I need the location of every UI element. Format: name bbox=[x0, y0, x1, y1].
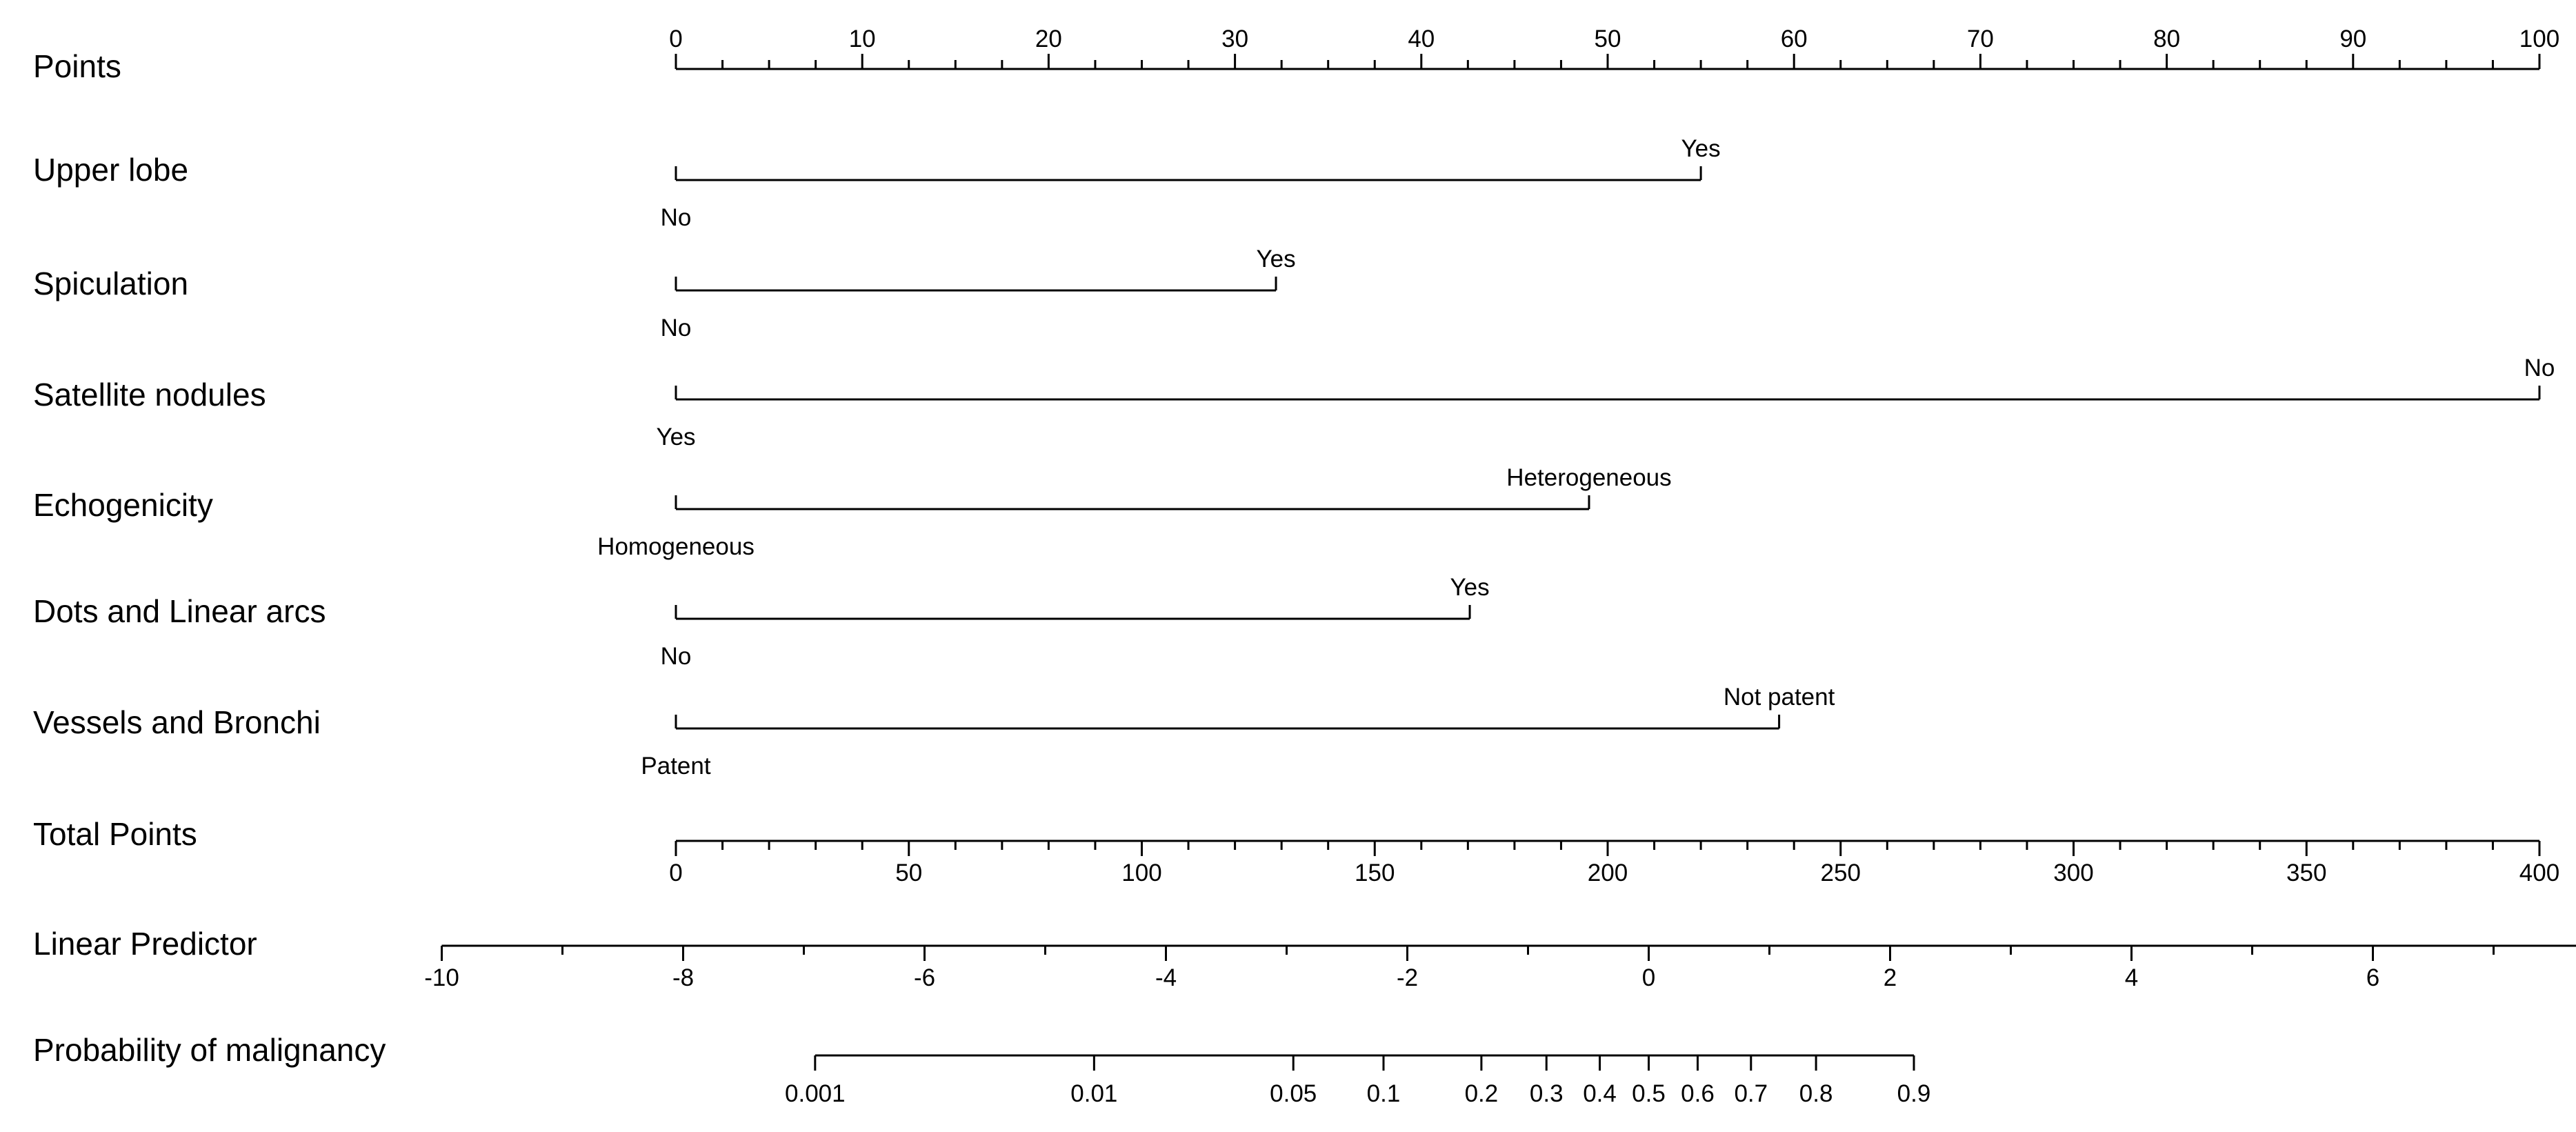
tick-label: -6 bbox=[914, 964, 935, 991]
level-label: No bbox=[2524, 355, 2555, 381]
level-label: Not patent bbox=[1724, 684, 1835, 711]
tick-label: 60 bbox=[1781, 26, 1808, 52]
level-label: Yes bbox=[656, 424, 695, 450]
level-label: No bbox=[661, 643, 692, 670]
probability-tick-label: 0.7 bbox=[1734, 1080, 1768, 1107]
row-label: Points bbox=[33, 48, 121, 84]
tick-label: 0 bbox=[1642, 964, 1655, 991]
probability-tick-label: 0.4 bbox=[1583, 1080, 1617, 1107]
row-label: Dots and Linear arcs bbox=[33, 593, 326, 629]
tick-label: 80 bbox=[2153, 26, 2180, 52]
tick-label: 40 bbox=[1408, 26, 1435, 52]
tick-label: 4 bbox=[2125, 964, 2138, 991]
row-label: Linear Predictor bbox=[33, 926, 257, 962]
tick-label: 200 bbox=[1588, 860, 1628, 886]
row-label: Spiculation bbox=[33, 266, 188, 301]
tick-label: 10 bbox=[849, 26, 876, 52]
tick-label: 100 bbox=[1121, 860, 1161, 886]
probability-tick-label: 0.2 bbox=[1465, 1080, 1499, 1107]
tick-label: 2 bbox=[1884, 964, 1897, 991]
tick-label: -8 bbox=[672, 964, 694, 991]
probability-tick-label: 0.3 bbox=[1530, 1080, 1564, 1107]
row-label: Total Points bbox=[33, 816, 197, 852]
tick-label: 250 bbox=[1821, 860, 1861, 886]
row-label: Vessels and Bronchi bbox=[33, 704, 321, 740]
row-label: Probability of malignancy bbox=[33, 1032, 386, 1068]
level-label: Yes bbox=[1681, 135, 1721, 162]
tick-label: 100 bbox=[2519, 26, 2559, 52]
probability-tick-label: 0.1 bbox=[1367, 1080, 1401, 1107]
tick-label: 6 bbox=[2366, 964, 2379, 991]
level-label: Yes bbox=[1450, 574, 1489, 601]
tick-label: 150 bbox=[1355, 860, 1395, 886]
probability-tick-label: 0.6 bbox=[1681, 1080, 1715, 1107]
level-label: Patent bbox=[641, 753, 710, 780]
row-label: Upper lobe bbox=[33, 152, 188, 188]
tick-label: 0 bbox=[669, 860, 682, 886]
probability-tick-label: 0.001 bbox=[785, 1080, 846, 1107]
tick-label: 50 bbox=[1595, 26, 1621, 52]
tick-label: 30 bbox=[1221, 26, 1248, 52]
tick-label: -2 bbox=[1397, 964, 1418, 991]
level-label: Yes bbox=[1256, 246, 1295, 272]
tick-label: 400 bbox=[2519, 860, 2559, 886]
probability-tick-label: 0.05 bbox=[1270, 1080, 1317, 1107]
level-label: Heterogeneous bbox=[1506, 464, 1671, 491]
tick-label: 50 bbox=[895, 860, 922, 886]
level-label: No bbox=[661, 204, 692, 231]
probability-tick-label: 0.01 bbox=[1070, 1080, 1117, 1107]
row-label: Satellite nodules bbox=[33, 377, 266, 413]
tick-label: 350 bbox=[2286, 860, 2326, 886]
tick-label: 90 bbox=[2339, 26, 2366, 52]
tick-label: -4 bbox=[1155, 964, 1177, 991]
level-label: No bbox=[661, 315, 692, 341]
tick-label: 300 bbox=[2053, 860, 2093, 886]
level-label: Homogeneous bbox=[597, 533, 755, 560]
tick-label: 0 bbox=[669, 26, 682, 52]
probability-tick-label: 0.8 bbox=[1799, 1080, 1833, 1107]
tick-label: -10 bbox=[424, 964, 459, 991]
tick-label: 70 bbox=[1967, 26, 1994, 52]
row-label: Echogenicity bbox=[33, 487, 213, 523]
probability-tick-label: 0.5 bbox=[1632, 1080, 1666, 1107]
probability-tick-label: 0.9 bbox=[1897, 1080, 1931, 1107]
tick-label: 20 bbox=[1035, 26, 1062, 52]
